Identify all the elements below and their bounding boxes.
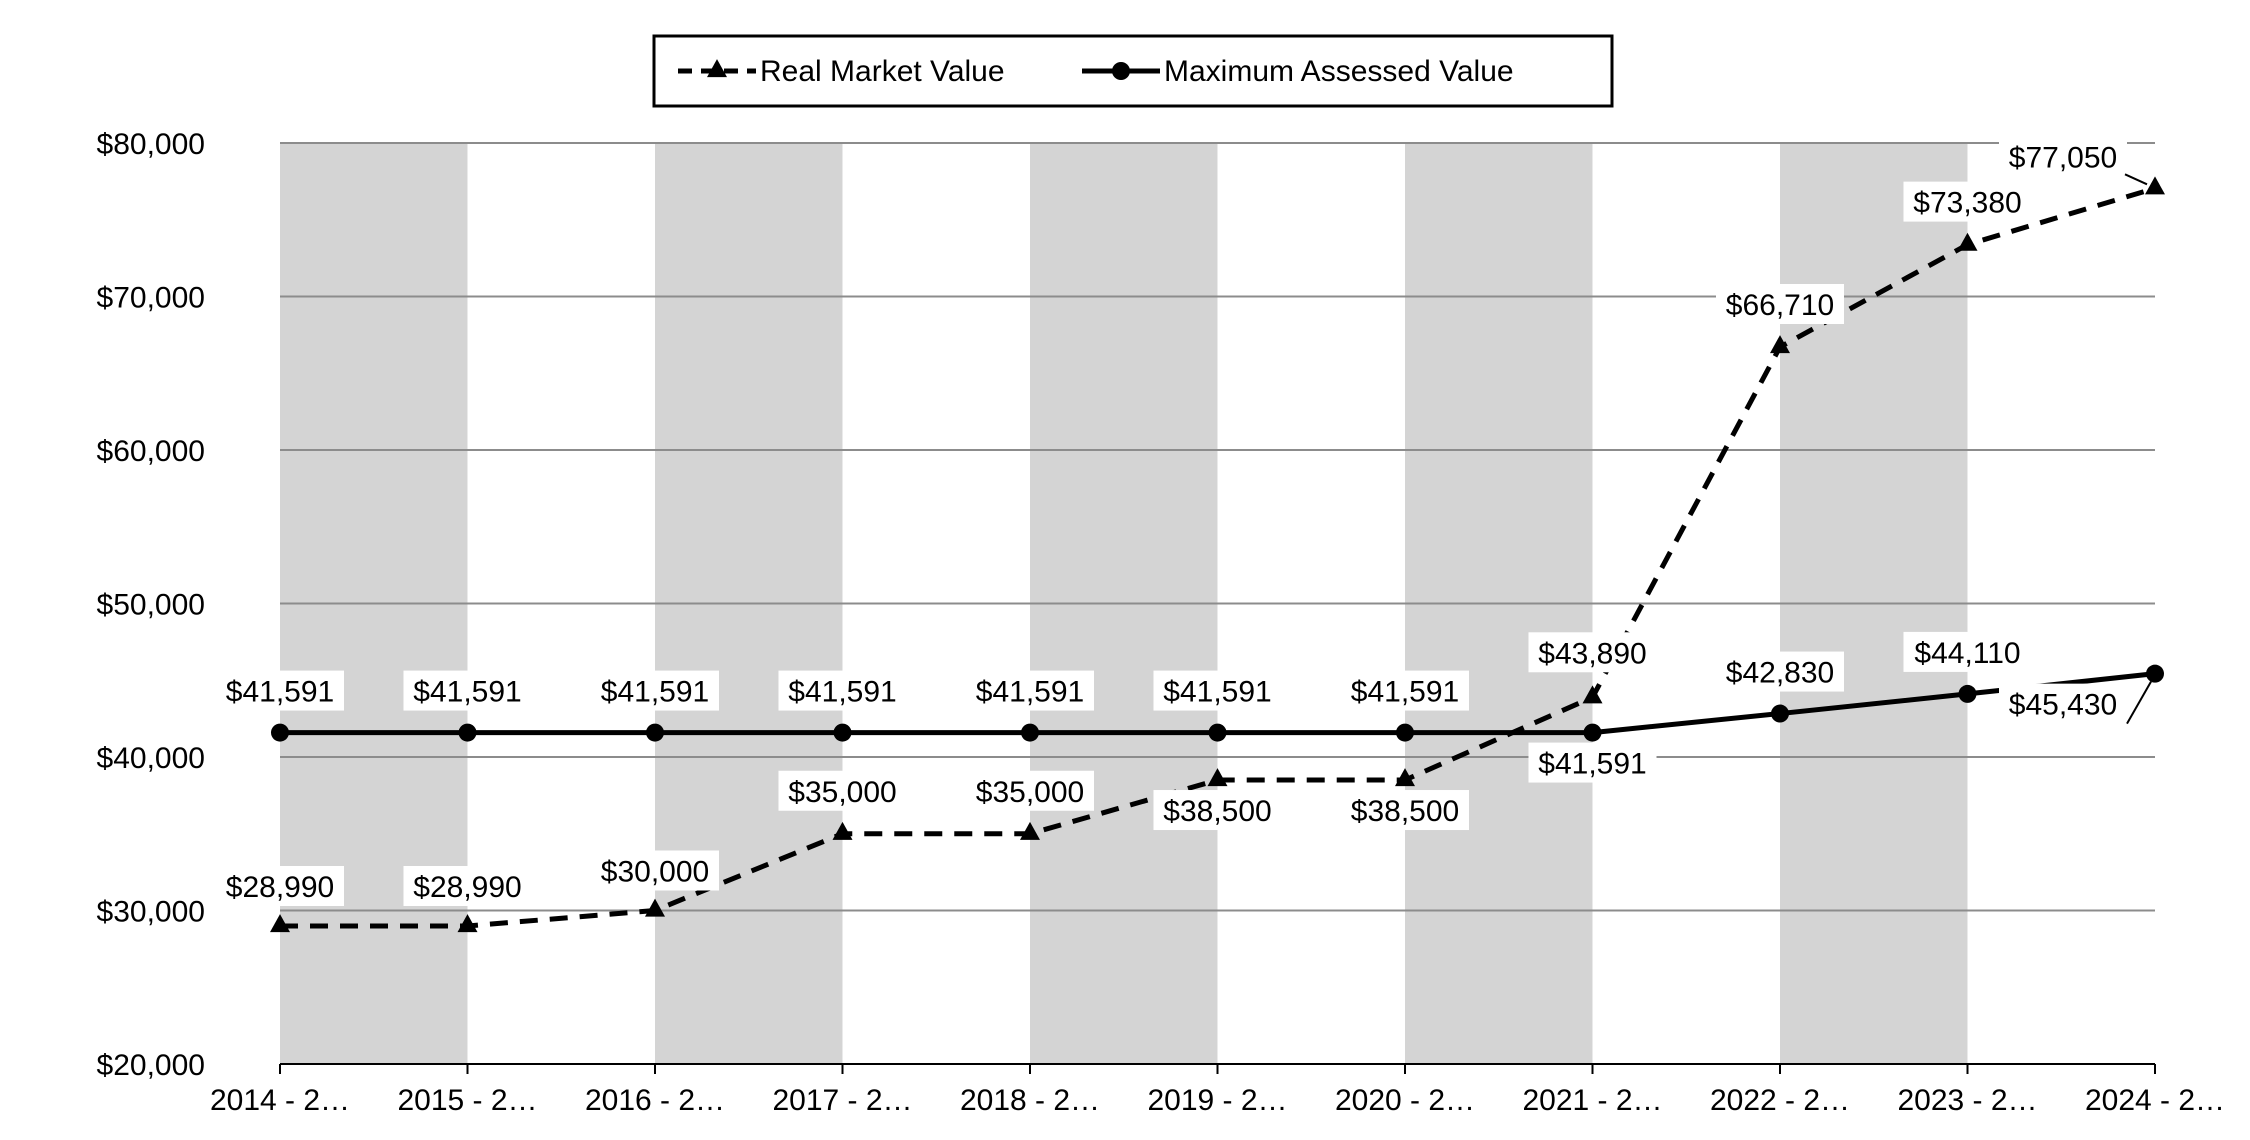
data-label: $35,000 [788, 776, 896, 809]
marker-circle [2146, 664, 2164, 683]
data-label: $41,591 [1538, 748, 1646, 781]
legend-label-real-market-value: Real Market Value [760, 55, 1005, 88]
leader-line [2124, 173, 2148, 186]
marker-triangle [645, 898, 665, 917]
data-label: $77,050 [2009, 141, 2117, 174]
data-label: $41,591 [226, 676, 334, 709]
marker-triangle [2145, 176, 2165, 195]
data-label-box [591, 670, 719, 711]
data-label: $41,591 [413, 676, 521, 709]
marker-circle [271, 723, 289, 742]
data-label-box [216, 670, 344, 711]
data-label: $35,000 [976, 776, 1084, 809]
data-label: $73,380 [1913, 187, 2021, 220]
x-tick-label: 2022 - 2… [1710, 1084, 1850, 1117]
x-tick-label: 2023 - 2… [1897, 1084, 2037, 1117]
series-layer [270, 176, 2165, 933]
marker-circle [458, 723, 477, 742]
data-label-box [1999, 136, 2127, 177]
data-label: $28,990 [413, 871, 521, 904]
marker-triangle [1020, 821, 1040, 840]
data-label-box [1903, 181, 2032, 222]
data-label-box [216, 866, 344, 907]
data-label-box [1528, 742, 1657, 783]
x-tick-label: 2016 - 2… [585, 1084, 725, 1117]
data-label-box [1716, 284, 1844, 325]
data-label: $42,830 [1726, 657, 1834, 690]
marker-circle [1396, 723, 1414, 742]
data-label-box [1153, 670, 1282, 711]
data-label-box [403, 670, 532, 711]
data-label-box [403, 866, 532, 907]
data-label-box [966, 670, 1094, 711]
data-label-box [778, 670, 907, 711]
data-label: $45,430 [2009, 689, 2117, 722]
x-tick-label: 2024 - 2… [2085, 1084, 2225, 1117]
data-labels: $28,990 $28,990 $30,000 $35,000 $35,000 $38,5… [216, 136, 2152, 907]
marker-triangle [832, 821, 853, 840]
data-label-box [1153, 790, 1282, 831]
y-tick-label: $50,000 [97, 589, 205, 622]
data-label: $41,591 [601, 676, 709, 709]
legend-marker-circle [1112, 62, 1130, 80]
data-label-box [1341, 790, 1469, 831]
data-label: $41,591 [788, 676, 896, 709]
data-label: $28,990 [226, 871, 334, 904]
marker-circle [646, 723, 664, 742]
marker-circle [1208, 723, 1227, 742]
data-label: $38,500 [1351, 795, 1459, 828]
data-label: $41,591 [1351, 676, 1459, 709]
marker-triangle [1957, 232, 1978, 251]
x-tick-label: 2020 - 2… [1335, 1084, 1475, 1117]
data-label: $66,710 [1726, 289, 1834, 322]
data-label-box [591, 850, 719, 891]
data-label: $41,591 [1163, 676, 1271, 709]
marker-triangle [457, 914, 478, 933]
marker-circle [1583, 723, 1602, 742]
y-tick-label: $80,000 [97, 128, 205, 161]
data-label-box [1716, 651, 1844, 692]
data-label-box [1341, 670, 1469, 711]
x-tick-label: 2018 - 2… [960, 1084, 1100, 1117]
marker-triangle [1395, 768, 1415, 787]
marker-triangle [270, 914, 290, 933]
y-tick-label: $40,000 [97, 742, 205, 775]
data-label-box [1903, 631, 2032, 672]
x-tick-label: 2017 - 2… [772, 1084, 912, 1117]
marker-triangle [1770, 335, 1790, 354]
data-label-box [966, 770, 1094, 811]
legend-label-maximum-assessed-value: Maximum Assessed Value [1164, 55, 1514, 88]
y-tick-label: $20,000 [97, 1049, 205, 1082]
marker-circle [833, 723, 852, 742]
x-tick-label: 2021 - 2… [1522, 1084, 1662, 1117]
leader-line [2126, 681, 2152, 725]
data-label: $38,500 [1163, 795, 1271, 828]
marker-triangle [1582, 685, 1603, 704]
x-tick-label: 2014 - 2… [210, 1084, 350, 1117]
marker-circle [1958, 684, 1977, 703]
y-tick-label: $70,000 [97, 282, 205, 315]
legend-marker-triangle [707, 59, 727, 78]
data-label: $43,890 [1538, 637, 1646, 670]
marker-circle [1021, 723, 1039, 742]
data-label: $44,110 [1914, 637, 2020, 670]
data-label: $41,591 [976, 676, 1084, 709]
marker-triangle [1207, 768, 1228, 787]
axes: $20,000 $30,000 $40,000 $50,000 $60,000 $70,0… [97, 128, 2226, 1117]
x-tick-label: 2015 - 2… [397, 1084, 537, 1117]
gridlines [280, 142, 2155, 912]
y-tick-label: $60,000 [97, 435, 205, 468]
data-label-box [778, 770, 907, 811]
data-label: $30,000 [601, 856, 709, 889]
data-label-box [1999, 683, 2127, 724]
legend: Real Market Value Maximum Assessed Value [652, 34, 1614, 108]
x-tick-label: 2019 - 2… [1147, 1084, 1287, 1117]
marker-circle [1771, 704, 1789, 723]
y-tick-label: $30,000 [97, 896, 205, 929]
data-label-box [1528, 632, 1657, 673]
